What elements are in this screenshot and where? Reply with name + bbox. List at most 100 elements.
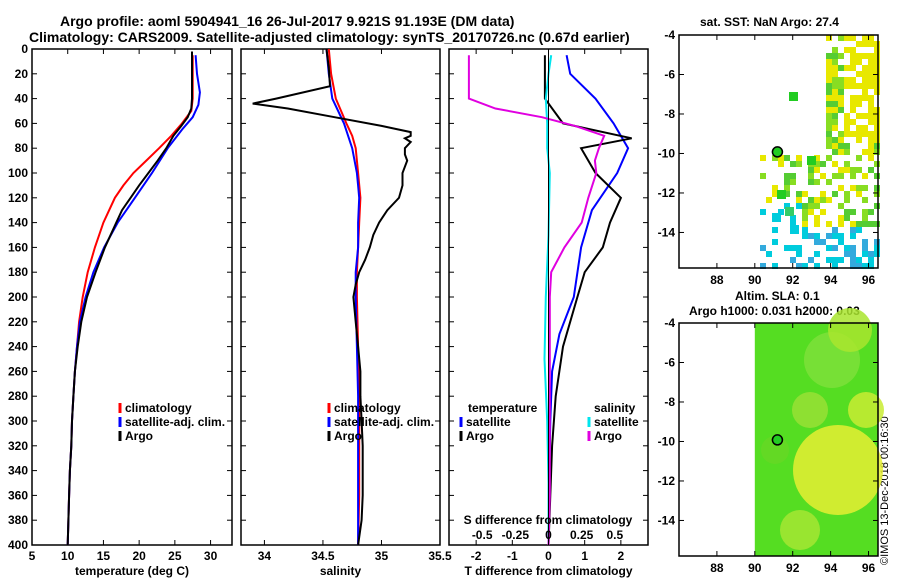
sst-pixel: [826, 137, 832, 143]
legend-entry: Argo: [334, 429, 362, 443]
map-x-tick-label: 90: [748, 561, 762, 575]
sst-pixel: [862, 131, 868, 137]
sst-pixel: [832, 59, 838, 65]
x2-tick-label: -0.25: [502, 528, 530, 542]
sst-pixel: [772, 191, 778, 197]
sla-map-title-1: Altim. SLA: 0.1: [735, 289, 820, 303]
sst-pixel: [868, 263, 874, 269]
sst-pixel: [838, 257, 844, 263]
sst-pixel: [814, 221, 820, 227]
depth-tick-label: 160: [8, 240, 28, 254]
sst-pixel: [862, 185, 868, 191]
sst-pixel: [832, 257, 838, 263]
argo-location-marker: [771, 146, 784, 158]
sst-pixel: [790, 221, 796, 227]
sst-pixel: [874, 251, 880, 257]
sst-pixel: [844, 209, 850, 215]
sst-pixel: [832, 83, 838, 89]
sst-pixel: [778, 161, 784, 167]
map-y-tick-label: -10: [658, 146, 676, 160]
sst-pixel: [808, 179, 814, 185]
sst-pixel: [856, 263, 862, 269]
sst-pixel: [796, 203, 802, 209]
sst-pixel: [874, 59, 880, 65]
sst-pixel: [766, 197, 772, 203]
sst-pixel: [838, 215, 844, 221]
sst-pixel: [838, 203, 844, 209]
sst-pixel: [820, 173, 826, 179]
sst-pixel: [832, 137, 838, 143]
sst-pixel: [838, 167, 844, 173]
map-x-tick-label: 94: [824, 273, 838, 287]
depth-tick-label: 180: [8, 265, 28, 279]
sst-pixel: [850, 65, 856, 71]
sst-pixel: [760, 155, 766, 161]
sst-pixel: [838, 107, 844, 113]
legend-entry: satellite: [594, 415, 639, 429]
x-axis-label: T difference from climatology: [464, 564, 632, 578]
sst-pixel: [874, 161, 880, 167]
sst-pixel: [874, 137, 880, 143]
map-y-tick-label: -4: [664, 316, 675, 330]
sst-pixel: [832, 149, 838, 155]
sst-pixel: [784, 245, 790, 251]
depth-tick-label: 140: [8, 216, 28, 230]
sst-pixel: [862, 251, 868, 257]
sst-pixel: [862, 35, 868, 41]
sst-pixel: [796, 197, 802, 203]
sst-pixel: [862, 209, 868, 215]
sst-pixel: [826, 113, 832, 119]
sst-pixel: [838, 137, 844, 143]
sst-pixel: [850, 53, 856, 59]
x2-tick-label: 0.5: [606, 528, 623, 542]
sst-pixel: [796, 263, 802, 269]
sst-pixel: [850, 77, 856, 83]
sst-pixel: [862, 83, 868, 89]
sst-pixel: [814, 155, 820, 161]
sst-pixel: [826, 125, 832, 131]
sst-pixel: [856, 125, 862, 131]
sst-pixel: [814, 251, 820, 257]
map-y-tick-label: -14: [658, 225, 676, 239]
sst-pixel: [856, 191, 862, 197]
sst-pixel: [850, 107, 856, 113]
depth-tick-label: 20: [15, 67, 29, 81]
sst-pixel: [826, 155, 832, 161]
legend-title-salinity: salinity: [594, 401, 636, 415]
sst-pixel: [856, 227, 862, 233]
sst-pixel: [808, 209, 814, 215]
sst-pixel: [772, 155, 778, 161]
sst-pixel: [832, 173, 838, 179]
sst-pixel: [790, 257, 796, 263]
x-tick-label: 20: [132, 549, 146, 563]
series-line-t-argo: [543, 55, 632, 546]
map-y-tick-label: -6: [664, 355, 675, 369]
sst-pixel: [766, 251, 772, 257]
sst-pixel: [868, 251, 874, 257]
sst-pixel: [862, 53, 868, 59]
sst-pixel: [868, 137, 874, 143]
sst-pixel: [784, 179, 790, 185]
sst-pixel: [832, 53, 838, 59]
x-tick-label: 34.5: [311, 549, 335, 563]
sst-pixel: [856, 59, 862, 65]
sst-pixel: [844, 83, 850, 89]
title-line-2: Climatology: CARS2009. Satellite-adjuste…: [29, 29, 630, 45]
sst-pixel: [856, 155, 862, 161]
sst-pixel: [772, 213, 781, 222]
sst-pixel: [844, 77, 850, 83]
sst-pixel: [778, 209, 784, 215]
sst-pixel: [838, 149, 844, 155]
sst-pixel: [808, 197, 814, 203]
legend-entry: Argo: [125, 429, 153, 443]
sst-pixel: [808, 203, 814, 209]
sst-pixel: [856, 131, 862, 137]
sst-pixel: [832, 65, 838, 71]
sst-pixel: [862, 197, 868, 203]
sst-pixel: [796, 155, 802, 161]
sst-pixel: [868, 35, 874, 41]
sla-blob: [828, 308, 872, 352]
sst-pixel: [826, 35, 832, 41]
depth-tick-label: 320: [8, 439, 28, 453]
sst-pixel: [868, 143, 874, 149]
